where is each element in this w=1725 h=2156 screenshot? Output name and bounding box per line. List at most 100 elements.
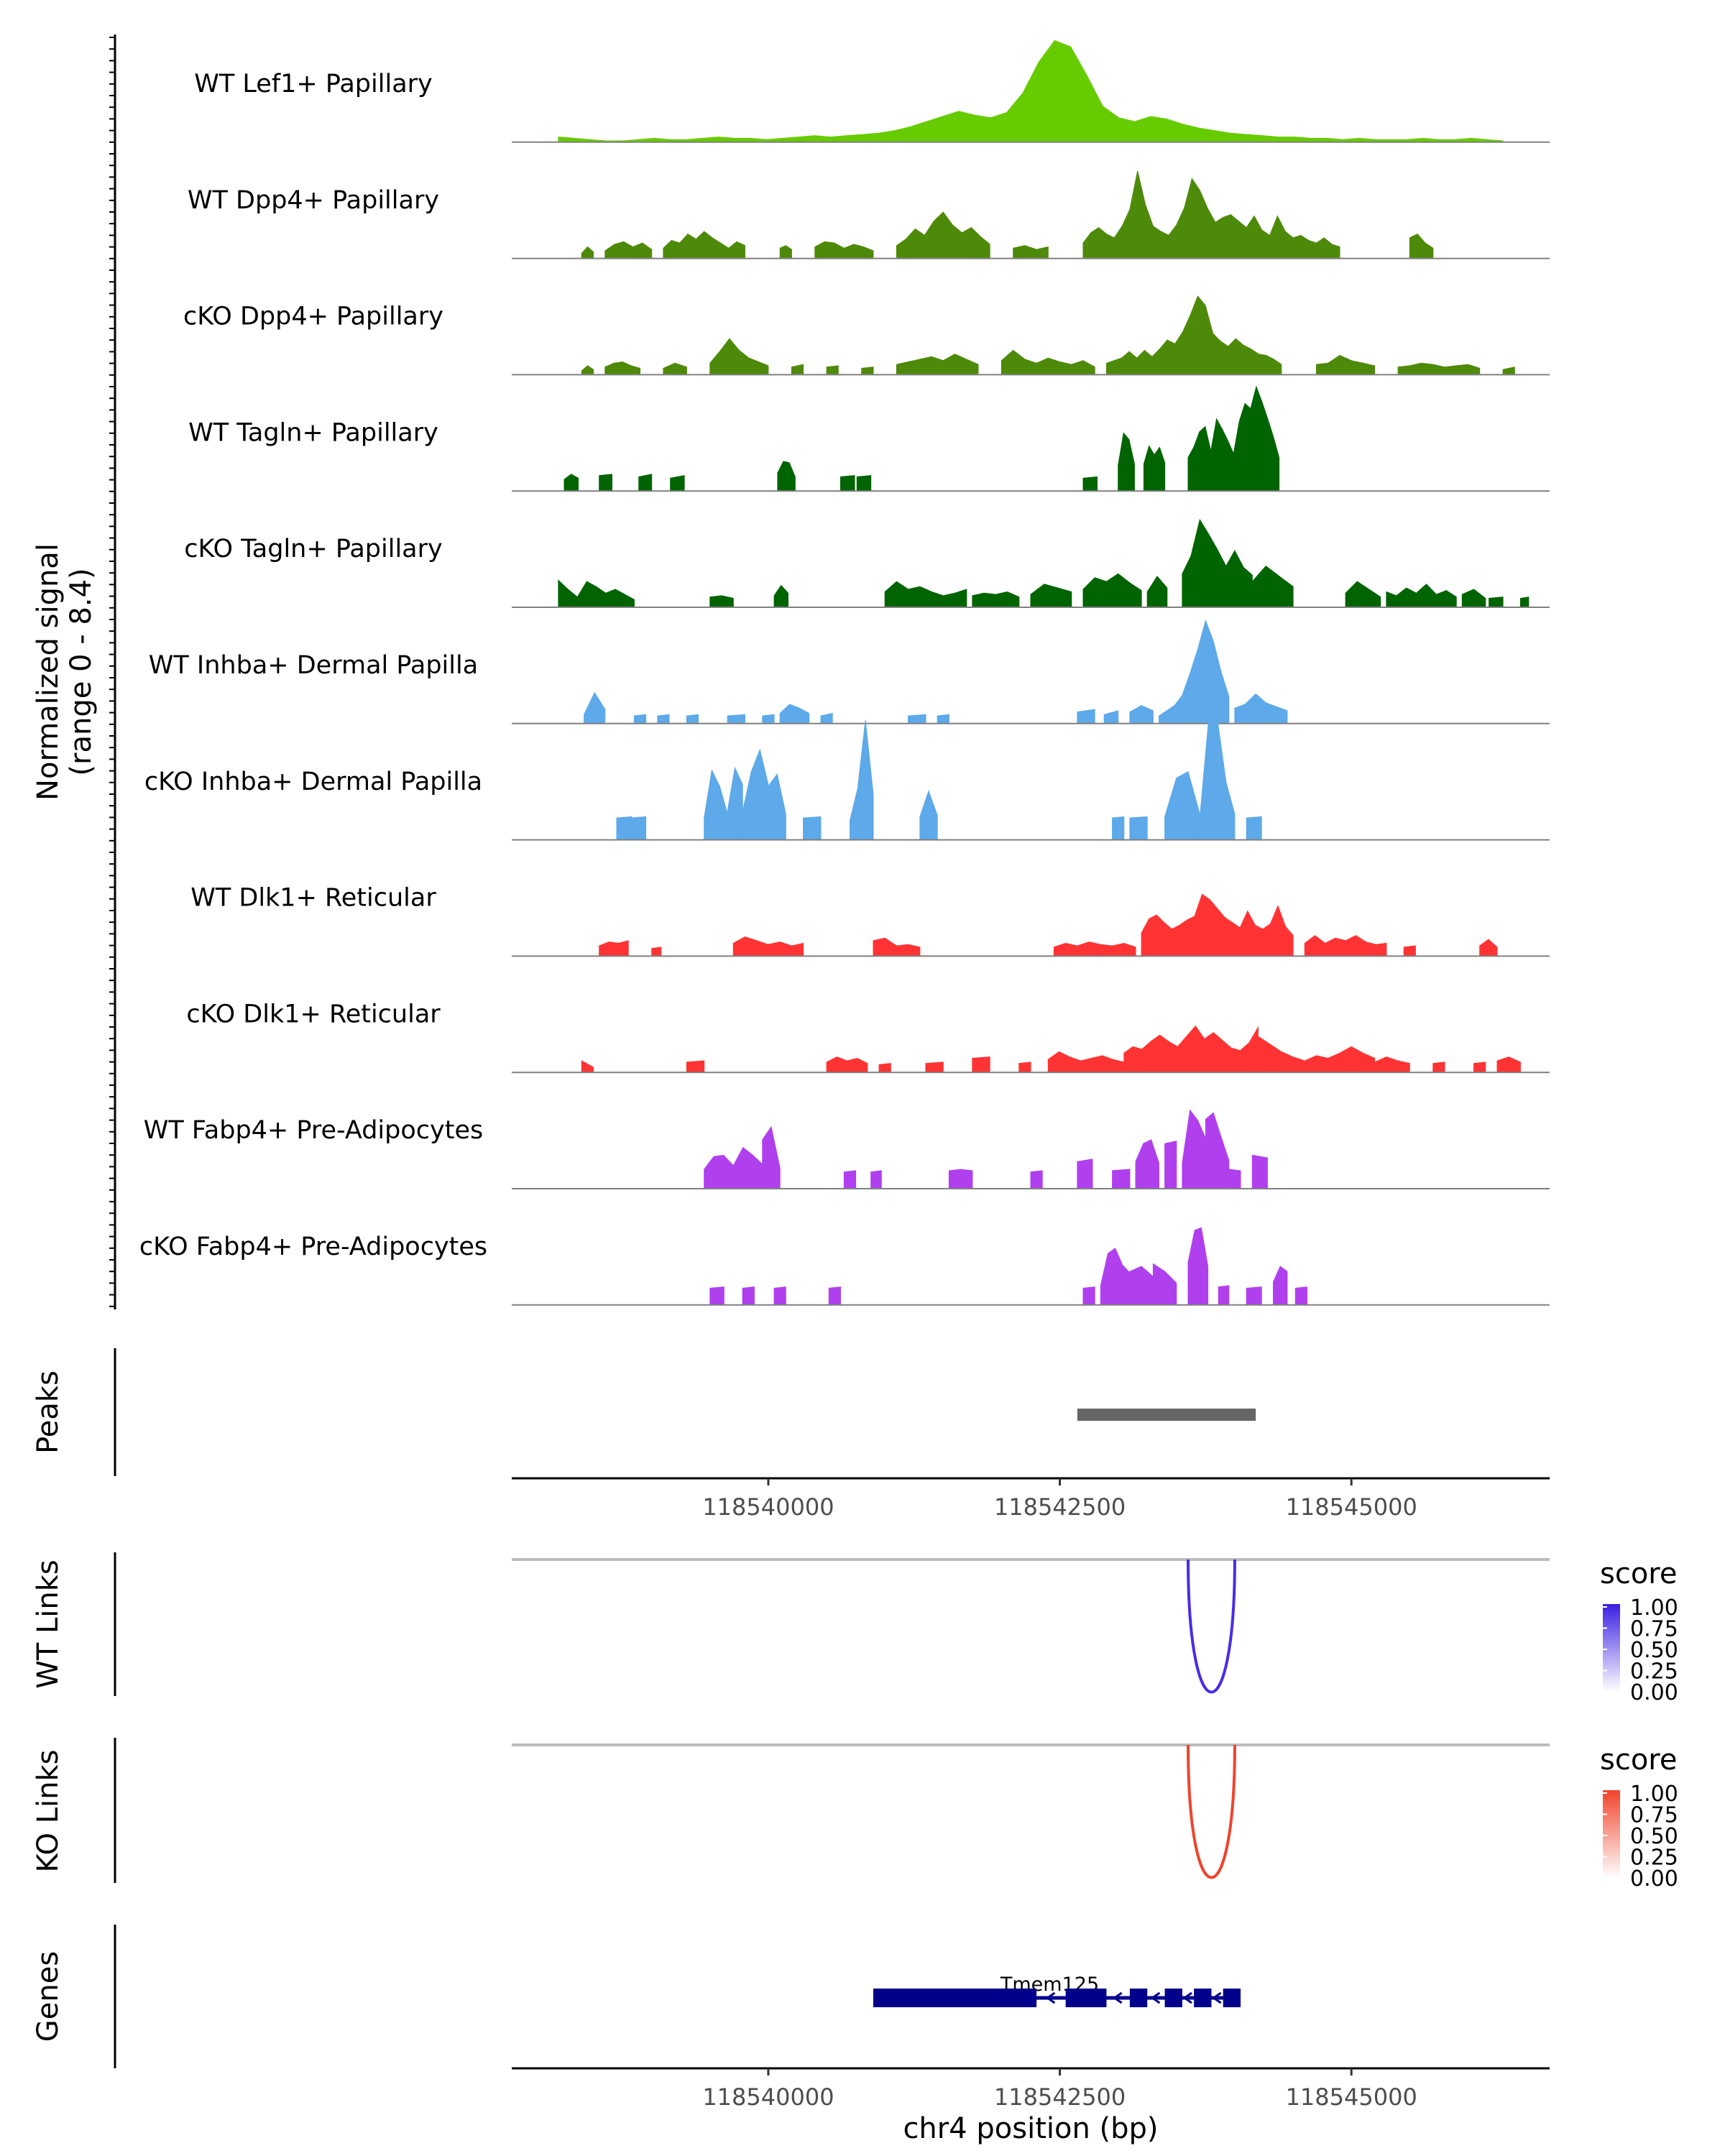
coverage-area — [1304, 935, 1387, 957]
coverage-area — [1519, 596, 1530, 608]
coverage-area — [1246, 816, 1262, 841]
track-label: WT Inhba+ Dermal Papilla — [149, 651, 478, 680]
track-label: cKO Tagln+ Papillary — [184, 535, 443, 563]
coverage-area — [1013, 245, 1049, 259]
coverage-area — [1118, 432, 1135, 492]
track-label: cKO Dlk1+ Reticular — [186, 1000, 441, 1028]
coverage-area — [937, 714, 949, 724]
coverage-area — [1082, 170, 1340, 259]
coverage-area — [884, 581, 967, 608]
coverage-area — [972, 591, 1020, 608]
ko-legend-colorbar — [1603, 1790, 1620, 1878]
peaks-panel: Peaks 118540000 118542500 118545000 — [32, 1348, 1550, 1521]
coverage-area — [896, 211, 990, 259]
coverage-area — [1234, 693, 1288, 724]
coverage-area — [773, 584, 788, 608]
gene-exon — [873, 1989, 1037, 2007]
track-label: WT Tagln+ Papillary — [188, 418, 438, 447]
coverage-area — [919, 789, 938, 841]
legend-tick-label: 0.00 — [1630, 1680, 1678, 1705]
coverage-area — [564, 474, 579, 492]
coverage-area — [1386, 584, 1457, 608]
coverage-area — [1100, 1248, 1131, 1306]
genes-panel: Genes Tmem125 118540000 118542500 11854500… — [32, 1925, 1550, 2145]
x-tick-label: 118542500 — [994, 1493, 1126, 1521]
coverage-area — [558, 40, 1504, 143]
x-axis-bottom-ticks: 118540000 118542500 118545000 — [702, 2068, 1417, 2111]
coverage-area — [1047, 1051, 1125, 1073]
coverage-area — [1374, 1056, 1410, 1073]
coverage-area — [1030, 584, 1072, 608]
legend-tick-label: 0.25 — [1630, 1846, 1678, 1871]
coverage-area — [1053, 941, 1136, 957]
track-label: WT Dpp4+ Papillary — [188, 186, 439, 215]
track-wt-tagln-papillary: WT Tagln+ Papillary — [188, 385, 1550, 492]
track-cko-dlk1-reticular: cKO Dlk1+ Reticular — [186, 1000, 1550, 1074]
coverage-area — [803, 816, 822, 841]
legend-tick-label: 0.50 — [1630, 1638, 1678, 1663]
coverage-area — [1000, 349, 1095, 375]
coverage-area — [663, 231, 745, 259]
gene-exon — [1194, 1989, 1212, 2007]
coverage-area — [1479, 939, 1498, 957]
coverage-area — [709, 595, 734, 608]
coverage-area — [709, 1286, 724, 1306]
wt-links-label: WT Links — [32, 1560, 65, 1688]
coverage-area — [948, 1169, 973, 1189]
coverage-area — [732, 936, 804, 957]
strand-arrow — [1045, 1991, 1056, 2004]
coverage-area — [1152, 1263, 1177, 1306]
coverage-area — [791, 364, 804, 375]
coverage-area — [1187, 1227, 1209, 1306]
coverage-area — [1106, 295, 1282, 375]
x-tick-label: 118540000 — [702, 2083, 834, 2111]
coverage-area — [599, 940, 629, 957]
coverage-area — [704, 766, 743, 841]
coverage-area — [1112, 1169, 1131, 1189]
coverage-area — [777, 461, 796, 492]
coverage-area — [850, 719, 874, 841]
coverage-area — [820, 712, 833, 724]
coverage-area — [878, 1063, 891, 1073]
coverage-area — [1251, 1154, 1268, 1189]
coverage-area — [856, 475, 872, 492]
coverage-area — [1489, 596, 1504, 608]
coverage-area — [1112, 816, 1125, 841]
coverage-area — [908, 714, 926, 724]
coverage-area — [1182, 518, 1253, 608]
coverage-area — [925, 1061, 944, 1073]
coverage-area — [631, 816, 647, 841]
coverage-area — [1251, 566, 1294, 608]
coverage-area — [584, 691, 606, 724]
coverage-area — [581, 246, 594, 259]
coverage-area — [599, 474, 612, 492]
track-label: WT Fabp4+ Pre-Adipocytes — [144, 1116, 483, 1145]
gene-exon — [1164, 1989, 1182, 2007]
coverage-area — [1502, 367, 1515, 375]
coverage-area — [1159, 619, 1230, 724]
gene-exon — [1223, 1989, 1241, 2007]
ko-links-label: KO Links — [32, 1750, 65, 1873]
coverage-area — [1316, 354, 1376, 375]
legend-tick-label: 0.25 — [1630, 1659, 1678, 1685]
wt-link-arc — [1187, 1559, 1236, 1694]
wt-links-panel: WT Links score 1.000.750.500.250.00 — [32, 1552, 1678, 1705]
coverage-area — [604, 361, 640, 375]
coverage-area — [779, 245, 792, 259]
x-tick-label: 118545000 — [1286, 1493, 1417, 1521]
track-cko-fabp4-pre-adipocytes: cKO Fabp4+ Pre-Adipocytes — [139, 1227, 1550, 1306]
coverage-area — [742, 1286, 755, 1306]
ko-links-panel: KO Links score 1.000.750.500.250.00 — [32, 1738, 1678, 1892]
coverage-y-label: Normalized signal — [32, 543, 65, 801]
coverage-area — [1228, 1169, 1241, 1189]
coverage-area — [1129, 1266, 1154, 1306]
gene-exon — [1129, 1989, 1148, 2007]
track-cko-inhba-dermal-papilla: cKO Inhba+ Dermal Papilla — [144, 718, 1550, 841]
coverage-area — [1432, 1061, 1445, 1073]
coverage-y-axis: Normalized signal (range 0 - 8.4) — [32, 34, 116, 1309]
coverage-area — [896, 354, 979, 375]
coverage-area — [840, 475, 855, 492]
coverage-area — [670, 475, 685, 492]
coverage-y-range-label: (range 0 - 8.4) — [65, 568, 98, 775]
coverage-area — [1077, 709, 1095, 724]
